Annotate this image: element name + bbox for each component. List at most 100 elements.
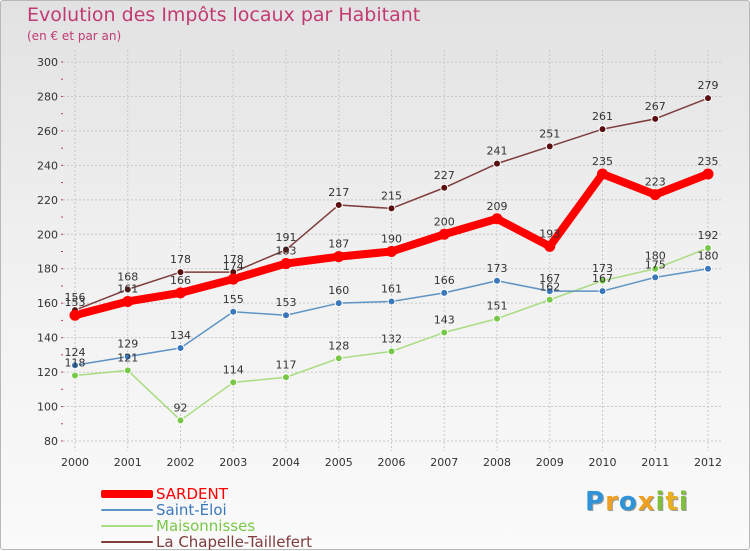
data-label: 192 [698,229,719,242]
data-point [704,244,712,253]
data-point [176,416,185,425]
logo-letter: t [665,487,679,517]
chart-subtitle: (en € et par an) [27,29,122,43]
legend-label: SARDENT [156,485,228,503]
data-point [704,264,712,273]
data-label: 166 [434,274,455,287]
data-label: 153 [276,296,297,309]
data-point [280,258,292,270]
data-label: 118 [65,357,86,370]
data-label: 129 [117,338,138,351]
proxiti-logo: Proxiti [585,487,689,517]
legend-label: La Chapelle-Taillefert [156,533,312,551]
data-label: 155 [223,293,244,306]
data-point [651,264,660,273]
legend-swatch [101,490,153,498]
x-tick-label: 2000 [61,456,89,469]
data-point [122,295,134,307]
legend-swatch [101,509,153,511]
data-label: 251 [539,127,560,140]
data-point [545,295,554,304]
data-label: 223 [645,176,666,189]
data-point [440,328,449,337]
y-tick-label: 300 [37,56,58,69]
data-label: 161 [381,282,402,295]
logo-letter: P [585,487,606,517]
y-tick-label: 140 [37,332,58,345]
logo-letter: i [678,487,689,517]
data-label: 174 [223,260,244,273]
data-point [493,159,501,168]
data-label: 153 [65,296,86,309]
x-tick-label: 2008 [483,456,511,469]
y-tick-label: 280 [37,90,58,103]
data-label: 121 [117,351,138,364]
y-tick-label: 200 [37,228,58,241]
data-point [69,309,81,321]
data-point [333,251,345,263]
data-point [176,343,185,352]
data-point [334,299,343,308]
data-label: 178 [170,253,191,266]
data-point [176,268,185,277]
data-point [651,114,660,123]
data-label: 215 [381,189,402,202]
logo-letter: r [605,487,619,517]
data-label: 134 [170,329,191,342]
data-point [597,168,608,180]
data-point [71,361,79,370]
data-point [493,314,501,323]
data-label: 166 [170,274,191,287]
legend-label: Saint-Éloi [156,501,227,519]
data-label: 180 [645,250,666,263]
data-label: 173 [592,262,613,275]
logo-letter: i [655,487,666,517]
data-label: 279 [698,79,719,92]
data-point [229,307,238,316]
x-tick-label: 2003 [219,456,247,469]
x-tick-label: 2010 [589,456,617,469]
data-point [387,347,396,356]
x-tick-label: 2001 [114,456,142,469]
data-label: 156 [65,291,86,304]
data-label: 200 [434,215,455,228]
data-label: 132 [381,332,402,345]
data-point [229,378,238,387]
data-point [175,287,186,299]
y-tick-label: 220 [37,194,58,207]
x-tick-label: 2009 [536,456,564,469]
data-point [544,240,556,252]
data-label: 173 [487,262,508,275]
data-point [438,228,450,240]
data-point [123,366,132,375]
data-label: 193 [539,227,560,240]
legend-swatch [101,541,153,543]
data-point [545,287,554,296]
data-label: 261 [592,110,613,123]
data-label: 227 [434,169,455,182]
data-point [334,200,343,209]
data-label: 124 [65,346,86,359]
x-tick-label: 2005 [325,456,353,469]
data-label: 151 [487,300,508,313]
data-label: 117 [276,358,297,371]
data-label: 183 [276,245,297,258]
x-tick-label: 2012 [694,456,722,469]
data-label: 209 [487,200,508,213]
data-label: 175 [645,258,666,271]
legend-label: Maisonnisses [156,517,256,535]
data-point [651,273,660,282]
data-point [386,246,397,257]
data-label: 241 [487,145,508,158]
y-tick-label: 100 [37,401,58,414]
data-point [123,352,132,361]
x-tick-label: 2002 [167,456,195,469]
data-point [387,297,396,306]
data-label: 114 [223,363,244,376]
data-label: 92 [174,401,188,414]
data-label: 180 [698,250,719,263]
logo-letter: x [637,487,656,517]
chart-title: Evolution des Impôts locaux par Habitant [27,4,421,26]
